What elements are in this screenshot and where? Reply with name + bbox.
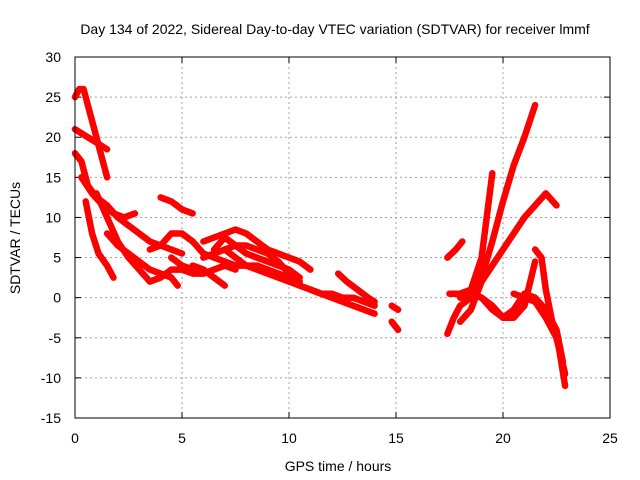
data-trace-s14: [189, 262, 229, 289]
data-series: [71, 85, 569, 390]
y-tick-label: -15: [41, 410, 61, 426]
y-tick-label: 25: [45, 89, 61, 105]
x-axis-label: GPS time / hours: [285, 458, 392, 474]
x-tick-label: 5: [178, 430, 186, 446]
data-trace-s20: [444, 238, 466, 261]
y-tick-label: 15: [45, 169, 61, 185]
data-trace-s2: [71, 125, 111, 153]
data-trace-s16: [307, 286, 378, 309]
x-tick-label: 10: [281, 430, 297, 446]
data-trace-s4: [78, 174, 139, 221]
data-trace-s27: [510, 290, 569, 378]
plot-frame: [74, 56, 611, 419]
y-tick-label: 10: [45, 209, 61, 225]
x-tick-label: 0: [71, 430, 79, 446]
x-tick-label: 25: [602, 430, 618, 446]
data-trace-s6: [93, 190, 207, 285]
x-tick-label: 20: [495, 430, 511, 446]
data-trace-s15: [221, 246, 378, 317]
y-tick-label: 30: [45, 49, 61, 65]
data-trace-s7: [103, 230, 181, 289]
y-tick-label: 20: [45, 129, 61, 145]
y-tick-label: -10: [41, 370, 61, 386]
data-trace-s5: [82, 198, 117, 281]
y-tick-label: 5: [53, 250, 61, 266]
data-trace-s8: [157, 194, 196, 217]
data-trace-s9: [146, 230, 303, 285]
data-trace-s13: [200, 242, 303, 289]
y-axis-label: SDTVAR / TECUs: [7, 182, 23, 294]
data-trace-s18: [388, 302, 402, 313]
x-tick-label: 15: [388, 430, 404, 446]
data-trace-s22: [446, 170, 496, 297]
data-trace-s19: [388, 318, 402, 334]
data-trace-s11: [200, 226, 314, 273]
data-trace-s17: [334, 270, 378, 305]
data-trace-s1: [71, 85, 111, 181]
y-tick-label: 0: [53, 290, 61, 306]
y-tick-label: -5: [49, 330, 62, 346]
data-trace-s21: [444, 101, 539, 338]
chart-title: Day 134 of 2022, Sidereal Day-to-day VTE…: [80, 21, 589, 37]
